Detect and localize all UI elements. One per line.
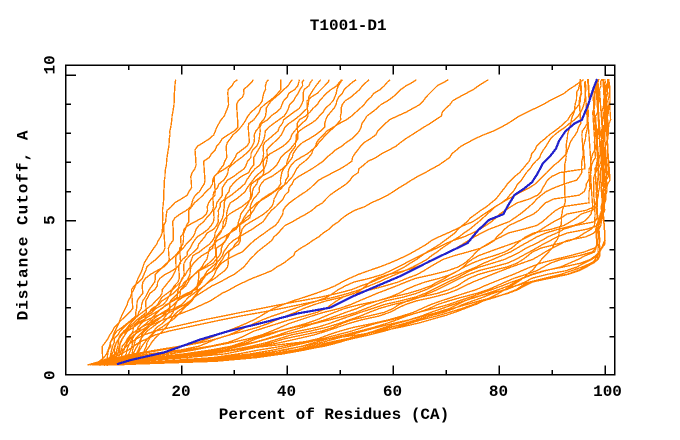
- svg-text:Distance Cutoff, A: Distance Cutoff, A: [15, 130, 33, 321]
- svg-text:0: 0: [59, 383, 69, 401]
- svg-text:80: 80: [489, 383, 508, 401]
- svg-text:Percent of Residues (CA): Percent of Residues (CA): [219, 406, 449, 424]
- svg-text:0: 0: [42, 370, 60, 380]
- svg-text:60: 60: [383, 383, 402, 401]
- svg-text:10: 10: [42, 55, 60, 74]
- svg-text:T1001-D1: T1001-D1: [310, 17, 387, 35]
- svg-text:5: 5: [42, 215, 60, 225]
- svg-text:100: 100: [593, 383, 622, 401]
- svg-text:20: 20: [171, 383, 190, 401]
- svg-text:40: 40: [277, 383, 296, 401]
